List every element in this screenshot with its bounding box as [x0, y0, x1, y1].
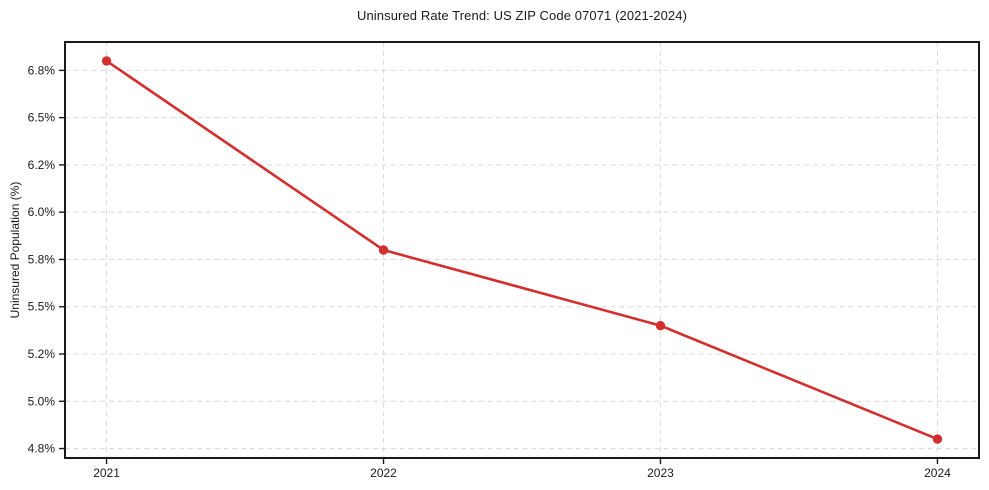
x-tick-label: 2021	[93, 466, 120, 480]
y-tick-label: 6.2%	[28, 158, 56, 172]
trend-line	[105, 59, 939, 441]
data-point	[932, 434, 943, 444]
y-tick-label: 6.5%	[28, 111, 56, 125]
y-tick-label: 5.2%	[28, 347, 56, 361]
y-tick-label: 5.8%	[28, 252, 56, 266]
x-tick-label: 2022	[370, 466, 397, 480]
plot-background	[65, 42, 979, 458]
y-tick-label: 5.0%	[28, 394, 56, 408]
y-tick-label: 6.8%	[28, 63, 56, 77]
chart-title: Uninsured Rate Trend: US ZIP Code 07071 …	[356, 8, 688, 23]
data-point	[378, 245, 389, 255]
y-tick-label: 5.5%	[28, 300, 56, 314]
x-tick-label: 2024	[924, 466, 951, 480]
data-point	[655, 320, 666, 331]
y-tick-label: 4.8%	[28, 442, 56, 456]
x-tick-label: 2023	[647, 466, 674, 480]
axes-border	[64, 41, 980, 459]
data-point	[101, 56, 112, 66]
y-tick-label: 6.0%	[28, 205, 56, 219]
